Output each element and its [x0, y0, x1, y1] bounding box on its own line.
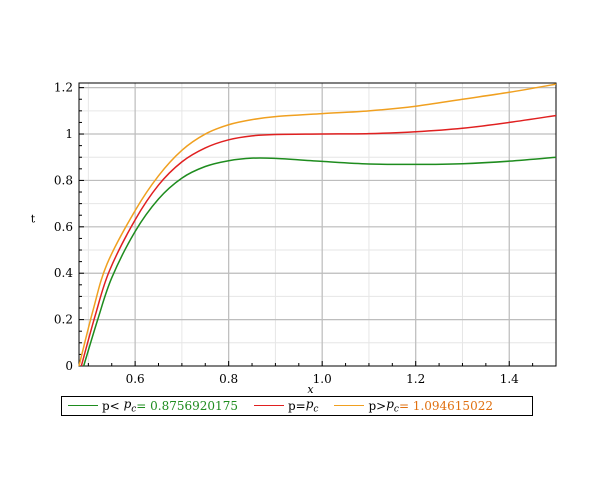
legend-swatch — [68, 405, 98, 407]
legend-item-p-equal: p= pc — [248, 397, 319, 415]
legend: p< pc = 0.8756920175 p= pc p> pc = 1.094… — [61, 396, 533, 416]
legend-swatch — [334, 405, 365, 407]
legend-value: = 1.094615022 — [398, 398, 493, 413]
legend-item-p-greater: p> pc = 1.094615022 — [328, 397, 493, 415]
y-tick-label: 0.2 — [54, 313, 73, 327]
y-tick-label: 0 — [65, 359, 73, 373]
legend-value: = 0.8756920175 — [136, 398, 238, 413]
x-tick-label: 0.6 — [126, 372, 145, 386]
x-tick-label: 1.0 — [313, 372, 332, 386]
y-axis: 0 0.2 0.4 0.6 0.8 1 1.2 — [54, 81, 73, 373]
y-tick-label: 0.4 — [54, 266, 73, 280]
x-tick-label: 1.2 — [406, 372, 425, 386]
grid — [79, 83, 557, 366]
series-line-p-less — [82, 156, 557, 367]
x-tick-label: 0.8 — [219, 372, 238, 386]
series-line-p-equal — [80, 114, 557, 367]
legend-prefix: p> — [368, 398, 387, 413]
y-axis-label: t — [31, 213, 36, 226]
legend-prefix: p= — [287, 398, 306, 413]
legend-symbol: pc — [386, 397, 399, 415]
legend-swatch — [253, 405, 284, 407]
y-tick-label: 1 — [65, 127, 73, 141]
y-tick-label: 0.6 — [54, 220, 73, 234]
legend-symbol: pc — [119, 397, 137, 415]
y-tick-label: 1.2 — [54, 81, 73, 95]
y-tick-label: 0.8 — [54, 173, 73, 187]
series-layer — [78, 83, 557, 367]
legend-prefix: p< — [102, 398, 120, 413]
x-axis-label: x — [307, 383, 314, 396]
x-axis: 0.6 0.8 1.0 1.2 1.4 — [126, 372, 520, 386]
legend-symbol: pc — [305, 397, 319, 415]
x-tick-label: 1.4 — [500, 372, 519, 386]
plot-frame — [78, 82, 557, 367]
legend-item-p-less: p< pc = 0.8756920175 — [62, 397, 238, 415]
series-line-p-greater — [78, 83, 557, 367]
